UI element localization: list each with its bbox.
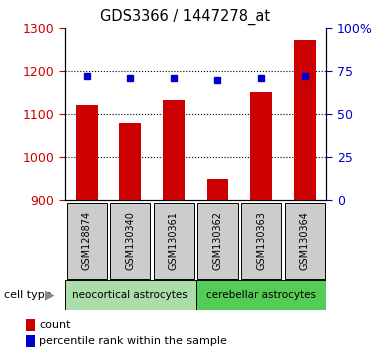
Bar bbox=[285, 203, 325, 279]
Text: GSM130340: GSM130340 bbox=[125, 211, 135, 270]
Bar bbox=[67, 203, 107, 279]
Text: GSM128874: GSM128874 bbox=[82, 211, 92, 270]
Text: ▶: ▶ bbox=[45, 288, 55, 301]
Text: neocortical astrocytes: neocortical astrocytes bbox=[72, 290, 188, 300]
Text: GSM130361: GSM130361 bbox=[169, 211, 179, 270]
Text: cerebellar astrocytes: cerebellar astrocytes bbox=[206, 290, 316, 300]
Bar bbox=[110, 203, 150, 279]
Bar bbox=[119, 123, 141, 200]
Bar bbox=[163, 100, 185, 200]
Bar bbox=[241, 203, 281, 279]
Text: percentile rank within the sample: percentile rank within the sample bbox=[39, 336, 227, 346]
Bar bbox=[250, 92, 272, 200]
Text: GSM130363: GSM130363 bbox=[256, 211, 266, 270]
Bar bbox=[207, 179, 229, 200]
Bar bbox=[154, 203, 194, 279]
Text: GSM130362: GSM130362 bbox=[213, 211, 223, 270]
Bar bbox=[65, 280, 196, 310]
Bar bbox=[76, 105, 98, 200]
Text: cell type: cell type bbox=[4, 290, 51, 300]
Bar bbox=[196, 280, 326, 310]
Text: GSM130364: GSM130364 bbox=[300, 211, 310, 270]
Bar bbox=[197, 203, 237, 279]
Text: GDS3366 / 1447278_at: GDS3366 / 1447278_at bbox=[101, 9, 270, 25]
Text: count: count bbox=[39, 320, 70, 330]
Bar bbox=[294, 40, 316, 200]
